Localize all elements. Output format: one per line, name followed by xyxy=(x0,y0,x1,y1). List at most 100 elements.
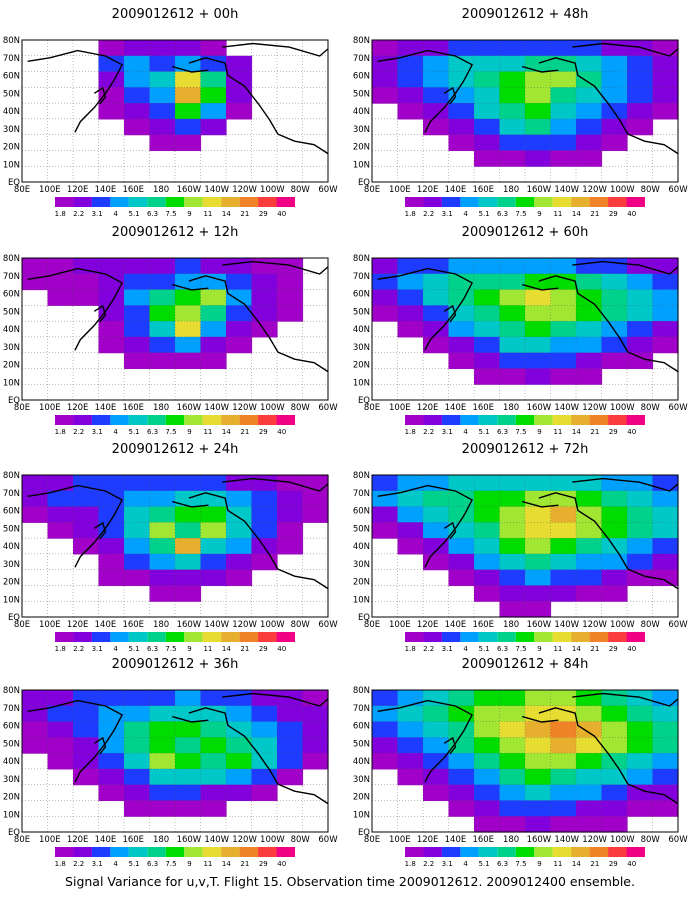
heatmap-cell xyxy=(200,321,227,338)
forecast-panel: 2009012612 + 36h 80N 70N 60N 50N 40N 30N 20N 10N… xyxy=(3,657,338,868)
heatmap-cell xyxy=(627,321,654,338)
heatmap-cell xyxy=(550,538,577,555)
heatmap-cell xyxy=(550,768,577,786)
x-tick-label: 160E xyxy=(122,403,144,413)
heatmap-cell xyxy=(22,721,49,738)
colorbar-label: 40 xyxy=(627,645,636,653)
heatmap-cell xyxy=(525,553,552,571)
heatmap-cell xyxy=(576,816,603,833)
colorbar-label: 7.5 xyxy=(165,428,176,436)
heatmap-cell xyxy=(98,273,125,291)
x-tick-label: 120W xyxy=(582,835,607,845)
heatmap-cell xyxy=(124,87,151,104)
heatmap-cell xyxy=(124,768,151,786)
x-tick-label: 120E xyxy=(67,835,89,845)
coastline xyxy=(443,521,457,540)
y-tick-label: 60N xyxy=(3,72,20,82)
heatmap-cell xyxy=(499,800,526,817)
x-tick-label: 180 xyxy=(503,185,519,195)
heatmap-cell xyxy=(98,103,125,120)
heatmap-cell xyxy=(652,305,679,322)
heatmap-cell xyxy=(627,352,654,370)
heatmap-cell xyxy=(474,103,501,120)
x-tick-label: 80E xyxy=(14,620,30,630)
heatmap-cell xyxy=(550,690,577,707)
y-tick-label: 10N xyxy=(353,595,370,605)
y-tick-label: 80N xyxy=(353,254,370,264)
heatmap-cell xyxy=(525,784,552,802)
heatmap-cell xyxy=(550,40,577,57)
heatmap-cell xyxy=(372,475,399,492)
colorbar-label: 14 xyxy=(572,860,581,868)
heatmap-cell xyxy=(149,585,176,602)
heatmap-cell xyxy=(175,289,202,306)
x-tick-label: 160E xyxy=(472,185,494,195)
coastline xyxy=(277,133,329,155)
colorbar-label: 21 xyxy=(590,860,599,868)
y-tick-label: 30N xyxy=(3,125,20,135)
heatmap-cell xyxy=(423,705,450,723)
heatmap-cell xyxy=(73,289,100,306)
heatmap-cell xyxy=(372,490,399,508)
colorbar-label: 4 xyxy=(463,645,468,653)
heatmap-cell xyxy=(474,768,501,786)
coastline xyxy=(522,65,559,73)
colorbar-label: 9 xyxy=(187,860,191,868)
heatmap-cell xyxy=(98,538,125,555)
heatmap-cell xyxy=(200,553,227,571)
heatmap-cell xyxy=(474,490,501,508)
heatmap-cell xyxy=(499,601,526,618)
heatmap-cell xyxy=(423,305,450,322)
heatmap-cell xyxy=(175,352,202,370)
colorbar-swatch xyxy=(55,847,74,857)
colorbar-label: 5.1 xyxy=(129,860,140,868)
heatmap-cell xyxy=(277,305,304,322)
colorbar-swatch xyxy=(534,847,553,857)
heatmap-cell xyxy=(149,475,176,492)
heatmap-cell xyxy=(73,721,100,738)
heatmap-cell xyxy=(576,585,603,602)
y-tick-label: 50N xyxy=(353,524,370,534)
colorbar-swatch xyxy=(589,632,609,642)
heatmap-cell xyxy=(200,305,227,322)
y-tick-label: 40N xyxy=(353,107,370,117)
colorbar-swatch xyxy=(91,415,111,425)
x-tick-label: 180 xyxy=(153,835,169,845)
heatmap-cell xyxy=(499,569,526,587)
heatmap-cell xyxy=(277,258,304,275)
coastline xyxy=(522,715,559,723)
coastline xyxy=(538,492,629,570)
heatmap-cell xyxy=(251,784,278,802)
coastline xyxy=(188,707,279,785)
y-tick-label: 60N xyxy=(3,722,20,732)
heatmap-cell xyxy=(372,71,399,88)
heatmap-cell xyxy=(226,522,253,539)
heatmap-cell xyxy=(149,336,176,354)
heatmap-cell xyxy=(576,705,603,723)
heatmap-cell xyxy=(149,490,176,508)
heatmap-cell xyxy=(652,522,679,539)
x-tick-label: 160W xyxy=(527,185,552,195)
y-tick-label: 30N xyxy=(353,560,370,570)
x-tick-label: 140W xyxy=(204,185,229,195)
colorbar-label: 7.5 xyxy=(515,860,526,868)
x-tick-label: 80E xyxy=(364,835,380,845)
colorbar-label: 21 xyxy=(590,428,599,436)
y-tick-label: 40N xyxy=(353,325,370,335)
colorbar-label: 2.2 xyxy=(73,428,84,436)
heatmap-cell xyxy=(627,753,654,770)
colorbar-label: 2.2 xyxy=(73,860,84,868)
heatmap-cell xyxy=(525,721,552,738)
colorbar-label: 3.1 xyxy=(92,860,103,868)
heatmap-cell xyxy=(499,506,526,523)
heatmap-cell xyxy=(397,305,424,322)
heatmap-cell xyxy=(302,475,329,492)
heatmap-cell xyxy=(499,40,526,57)
heatmap-cell xyxy=(601,690,628,707)
heatmap-cell xyxy=(448,768,475,786)
y-tick-label: EQ xyxy=(8,613,20,623)
heatmap-cell xyxy=(499,490,526,508)
heatmap-cell xyxy=(499,118,526,136)
heatmap-cell xyxy=(652,103,679,120)
heatmap-cell xyxy=(73,490,100,508)
